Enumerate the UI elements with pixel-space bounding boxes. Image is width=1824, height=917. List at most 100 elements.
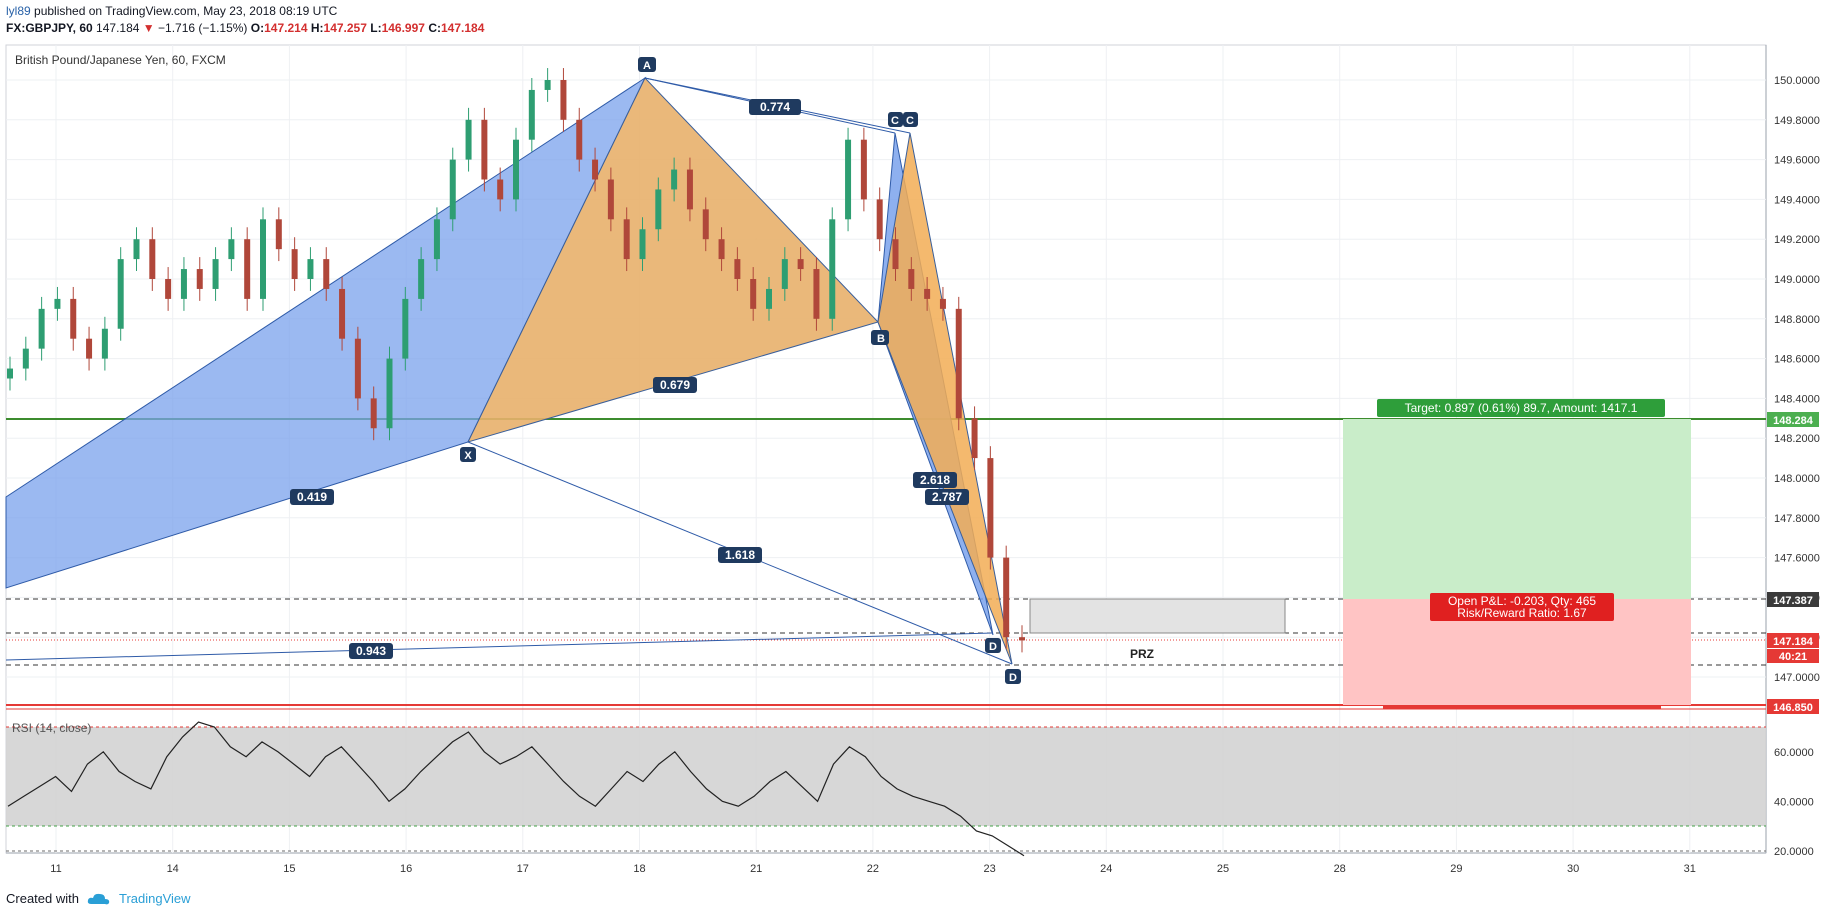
price-tick-label: 148.4000 bbox=[1774, 393, 1820, 405]
candle-body bbox=[1019, 637, 1025, 641]
tag-entry: 147.387 bbox=[1773, 595, 1813, 607]
tag-last: 147.184 bbox=[1773, 636, 1814, 648]
time-axis-ticks: 11 14 15 16 17 18 21 22 23 24 25 28 29 30 31 bbox=[50, 863, 1696, 875]
price-tick-label: 148.8000 bbox=[1774, 314, 1820, 326]
ratio-xb: 0.679 bbox=[660, 378, 690, 392]
high-value: 147.257 bbox=[323, 21, 367, 35]
candle-body bbox=[686, 169, 693, 210]
candle-body bbox=[402, 298, 409, 359]
time-tick-label: 31 bbox=[1684, 863, 1696, 875]
candle-body bbox=[386, 358, 393, 429]
pnl-label-box bbox=[1430, 593, 1614, 621]
candle-body bbox=[734, 259, 741, 279]
pnl-label: Open P&L: -0.203, Qty: 465 bbox=[1448, 594, 1596, 608]
candle-body bbox=[228, 239, 235, 260]
candle-body bbox=[1003, 557, 1010, 638]
rsi-title: RSI (14, close) bbox=[12, 721, 91, 735]
candle-body bbox=[892, 239, 899, 270]
candle-body bbox=[133, 239, 140, 260]
candle-body bbox=[623, 219, 630, 260]
author-link[interactable]: lyl89 bbox=[6, 4, 31, 18]
point-c: C bbox=[891, 115, 899, 127]
ratio-xd: 1.618 bbox=[725, 548, 755, 562]
candle-body bbox=[180, 269, 187, 299]
time-tick-label: 17 bbox=[517, 863, 529, 875]
rsi-band bbox=[6, 727, 1766, 826]
candle-body bbox=[481, 119, 488, 180]
point-a: A bbox=[643, 60, 651, 72]
rr-label: Risk/Reward Ratio: 1.67 bbox=[1457, 606, 1587, 620]
candle-body bbox=[639, 229, 646, 260]
time-tick-label: 21 bbox=[750, 863, 762, 875]
chart-canvas[interactable]: RSI (14, close) PRZ A C C B X D D 0.774 … bbox=[0, 0, 1824, 880]
time-tick-label: 15 bbox=[283, 863, 295, 875]
last-price: 147.184 bbox=[96, 21, 140, 35]
prz-label: PRZ bbox=[1130, 647, 1154, 661]
candle-body bbox=[908, 269, 915, 289]
rsi-tick-label: 40.0000 bbox=[1774, 796, 1814, 808]
target-label: Target: 0.897 (0.61%) 89.7, Amount: 1417… bbox=[1405, 401, 1638, 415]
xd-line-2 bbox=[5, 632, 994, 661]
rsi-axis-ticks: 20.0000 40.0000 60.0000 bbox=[1774, 747, 1814, 858]
time-tick-label: 18 bbox=[633, 863, 645, 875]
candle-body bbox=[165, 279, 172, 299]
published-text: published on TradingView.com, May 23, 20… bbox=[34, 4, 338, 18]
price-tick-label: 149.4000 bbox=[1774, 194, 1820, 206]
target-label-box bbox=[1377, 399, 1665, 417]
candle-body bbox=[876, 199, 883, 240]
footer: Created with TradingView bbox=[6, 891, 191, 906]
publish-info: lyl89 published on TradingView.com, May … bbox=[6, 4, 337, 18]
candle-body bbox=[38, 308, 45, 349]
created-with-text: Created with bbox=[6, 891, 79, 906]
price-tick-label: 147.8000 bbox=[1774, 513, 1820, 525]
close-value: 147.184 bbox=[440, 21, 485, 35]
candle-body bbox=[813, 269, 820, 319]
symbol-info: FX:GBPJPY, 60 147.184 ▼ −1.716 (−1.15%) … bbox=[6, 21, 484, 35]
candle-body bbox=[924, 288, 931, 299]
price-tick-label: 149.6000 bbox=[1774, 155, 1820, 167]
time-tick-label: 25 bbox=[1217, 863, 1229, 875]
tag-countdown: 40:21 bbox=[1779, 651, 1807, 663]
price-tick-label: 148.2000 bbox=[1774, 433, 1820, 445]
target-zone[interactable] bbox=[1343, 419, 1691, 599]
candle-body bbox=[22, 348, 29, 369]
price-tick-label: 150.0000 bbox=[1774, 75, 1820, 87]
candle-body bbox=[939, 298, 946, 309]
candle-body bbox=[354, 338, 361, 399]
candle-body bbox=[797, 259, 804, 270]
candle-body bbox=[750, 279, 757, 309]
candle-body bbox=[497, 179, 504, 200]
time-tick-label: 24 bbox=[1100, 863, 1112, 875]
open-label: O: bbox=[250, 21, 265, 35]
candle-body bbox=[702, 209, 709, 240]
candle-body bbox=[291, 249, 298, 279]
candle-body bbox=[323, 259, 330, 289]
price-tick-label: 147.6000 bbox=[1774, 553, 1820, 565]
candle-body bbox=[781, 259, 788, 289]
tradingview-brand[interactable]: TradingView bbox=[118, 891, 191, 906]
time-tick-label: 28 bbox=[1334, 863, 1346, 875]
candle-body bbox=[7, 368, 13, 379]
candle-body bbox=[54, 298, 61, 309]
price-change: −1.716 (−1.15%) bbox=[158, 21, 248, 35]
time-tick-label: 16 bbox=[400, 863, 412, 875]
candle-body bbox=[513, 139, 519, 200]
candle-body bbox=[212, 259, 219, 289]
prz-box[interactable] bbox=[1029, 598, 1286, 634]
candle-body bbox=[449, 159, 456, 220]
high-label: H: bbox=[310, 21, 324, 35]
candle-body bbox=[671, 169, 678, 190]
candle-body bbox=[275, 219, 282, 250]
low-value: 146.997 bbox=[381, 21, 425, 35]
point-d-2: D bbox=[1009, 672, 1017, 684]
candle-body bbox=[860, 139, 867, 200]
candle-body bbox=[149, 239, 156, 279]
price-tags: 148.284 147.387 147.184 40:21 146.850 bbox=[1767, 412, 1819, 714]
candle-body bbox=[955, 308, 962, 419]
time-tick-label: 29 bbox=[1450, 863, 1462, 875]
point-x: X bbox=[464, 450, 472, 462]
price-tick-label: 147.0000 bbox=[1774, 672, 1820, 684]
candle-body bbox=[718, 239, 725, 260]
candle-body bbox=[196, 269, 203, 289]
close-label: C: bbox=[428, 21, 441, 35]
